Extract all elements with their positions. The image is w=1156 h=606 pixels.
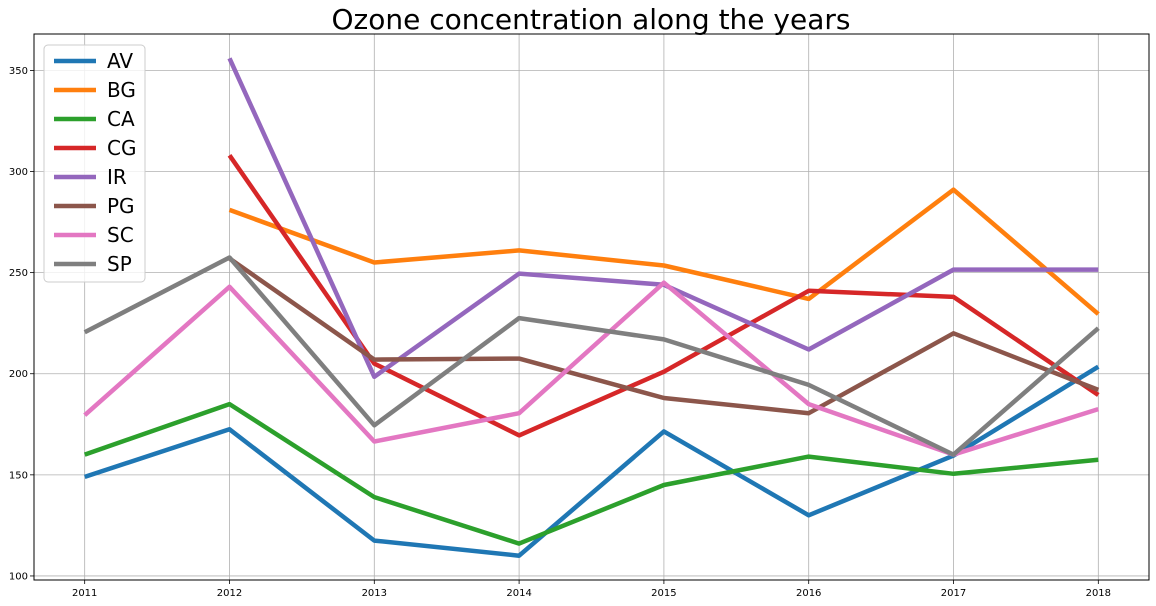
series-lines (83, 57, 1100, 558)
x-tick-label: 2015 (651, 588, 676, 599)
series-line-sp (83, 255, 1100, 457)
y-tick-label: 150 (9, 470, 28, 481)
legend-label-ir: IR (107, 165, 127, 189)
x-tick-label: 2017 (941, 588, 966, 599)
series-line-av (83, 364, 1100, 558)
series-line-pg (228, 256, 1100, 416)
y-tick-label: 250 (9, 268, 28, 279)
y-tick-label: 100 (9, 571, 28, 582)
legend-box (43, 44, 146, 283)
plot-frame (33, 33, 1150, 581)
legend-label-sp: SP (107, 252, 132, 276)
legend-label-sc: SC (107, 223, 134, 247)
legend-label-bg: BG (107, 78, 136, 102)
series-line-cg (227, 154, 1100, 438)
x-tick-label: 2014 (506, 588, 531, 599)
x-tick-label: 2012 (217, 588, 242, 599)
legend: AV BG CA CG IR PG SC SP (43, 44, 146, 283)
series-line-bg (228, 187, 1100, 316)
chart-title: Ozone concentration along the years (332, 3, 851, 36)
y-tick-label: 350 (9, 66, 28, 77)
legend-label-pg: PG (107, 194, 135, 218)
legend-label-cg: CG (107, 136, 136, 160)
series-line-sc (83, 280, 1099, 457)
axis-ticks: 2011 2012 2013 2014 2015 2016 2017 2018 100 150 20… (9, 66, 1111, 599)
y-tick-label: 200 (9, 369, 28, 380)
legend-label-ca: CA (107, 107, 135, 131)
x-tick-label: 2018 (1086, 588, 1111, 599)
grid-lines (34, 34, 1149, 580)
x-tick-label: 2016 (796, 588, 821, 599)
legend-label-av: AV (107, 49, 133, 73)
series-line-ca (83, 401, 1099, 546)
y-tick-label: 300 (9, 167, 28, 178)
x-tick-label: 2013 (362, 588, 387, 599)
x-tick-label: 2011 (72, 588, 97, 599)
